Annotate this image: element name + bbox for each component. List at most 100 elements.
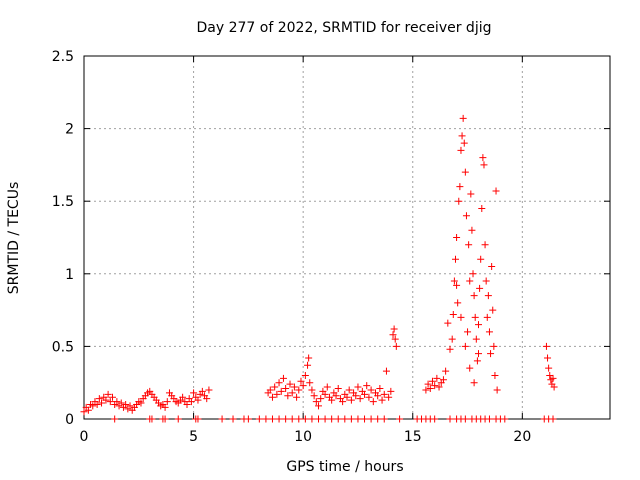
- data-point: [218, 415, 226, 423]
- data-point: [468, 226, 476, 234]
- data-point: [451, 255, 459, 263]
- grid-lines: [84, 56, 610, 419]
- data-point: [473, 357, 481, 365]
- data-point: [194, 396, 202, 404]
- data-point: [426, 385, 434, 393]
- data-point: [424, 380, 432, 388]
- data-point: [422, 386, 430, 394]
- data-point: [385, 393, 393, 401]
- data-point: [392, 342, 400, 350]
- data-point: [288, 389, 296, 397]
- data-point: [472, 335, 480, 343]
- data-point: [345, 386, 353, 394]
- data-point: [466, 364, 474, 372]
- x-tick-label: 0: [80, 429, 89, 445]
- data-point: [347, 396, 355, 404]
- data-point: [431, 415, 439, 423]
- data-point: [93, 400, 101, 408]
- data-point: [485, 328, 493, 336]
- data-point: [448, 335, 456, 343]
- data-point: [361, 390, 369, 398]
- data-point: [148, 415, 156, 423]
- data-point: [108, 393, 116, 401]
- data-point: [391, 335, 399, 343]
- data-point: [334, 385, 342, 393]
- data-point: [106, 398, 114, 406]
- y-axis: 0 0.5 1 1.5 2 2.5: [52, 49, 610, 428]
- data-point: [387, 387, 395, 395]
- data-point: [137, 399, 145, 407]
- data-point: [286, 380, 294, 388]
- data-point: [315, 415, 323, 423]
- data-point: [290, 383, 298, 391]
- data-point: [479, 154, 487, 162]
- data-point: [282, 385, 290, 393]
- data-point: [378, 396, 386, 404]
- data-point: [435, 383, 443, 391]
- data-point: [95, 395, 103, 403]
- data-point: [113, 398, 121, 406]
- data-point: [457, 146, 465, 154]
- data-point: [323, 383, 331, 391]
- data-point: [374, 392, 382, 400]
- data-point: [542, 342, 550, 350]
- data-point: [433, 374, 441, 382]
- data-point: [315, 402, 323, 410]
- data-point: [268, 393, 276, 401]
- data-point: [268, 415, 276, 423]
- data-point: [321, 415, 329, 423]
- data-point: [305, 354, 313, 362]
- data-point: [275, 415, 283, 423]
- data-point: [339, 398, 347, 406]
- data-point: [481, 241, 489, 249]
- data-point: [476, 284, 484, 292]
- data-point: [198, 387, 206, 395]
- data-point: [491, 371, 499, 379]
- data-point: [461, 415, 469, 423]
- data-point: [279, 374, 287, 382]
- data-point: [354, 383, 362, 391]
- data-point: [492, 187, 500, 195]
- data-point: [310, 392, 318, 400]
- data-point: [301, 371, 309, 379]
- data-point: [89, 402, 97, 410]
- data-point: [461, 342, 469, 350]
- x-tick-label: 15: [404, 429, 422, 445]
- data-point: [459, 114, 467, 122]
- data-point: [352, 392, 360, 400]
- data-series: [80, 114, 558, 423]
- data-point: [480, 161, 488, 169]
- data-point: [467, 190, 475, 198]
- data-point: [271, 383, 279, 391]
- data-point: [98, 399, 106, 407]
- data-point: [465, 241, 473, 249]
- data-point: [174, 415, 182, 423]
- data-point: [380, 390, 388, 398]
- data-point: [80, 408, 88, 416]
- data-point: [489, 306, 497, 314]
- data-point: [390, 325, 398, 333]
- data-point: [104, 390, 112, 398]
- data-point: [363, 382, 371, 390]
- data-point: [485, 415, 493, 423]
- data-point: [483, 313, 491, 321]
- data-point: [341, 415, 349, 423]
- data-point: [464, 328, 472, 336]
- data-point: [312, 398, 320, 406]
- series-SRMTID: [80, 114, 558, 416]
- data-point: [277, 387, 285, 395]
- data-point: [284, 392, 292, 400]
- data-point: [308, 386, 316, 394]
- data-point: [428, 377, 436, 385]
- data-point: [275, 379, 283, 387]
- data-point: [205, 386, 213, 394]
- data-point: [317, 395, 325, 403]
- data-point: [477, 255, 485, 263]
- data-point: [482, 277, 490, 285]
- data-point: [84, 406, 92, 414]
- chart-title: Day 277 of 2022, SRMTID for receiver dji…: [197, 20, 492, 36]
- data-point: [203, 395, 211, 403]
- data-point: [462, 212, 470, 220]
- data-point: [454, 299, 462, 307]
- data-point: [347, 415, 355, 423]
